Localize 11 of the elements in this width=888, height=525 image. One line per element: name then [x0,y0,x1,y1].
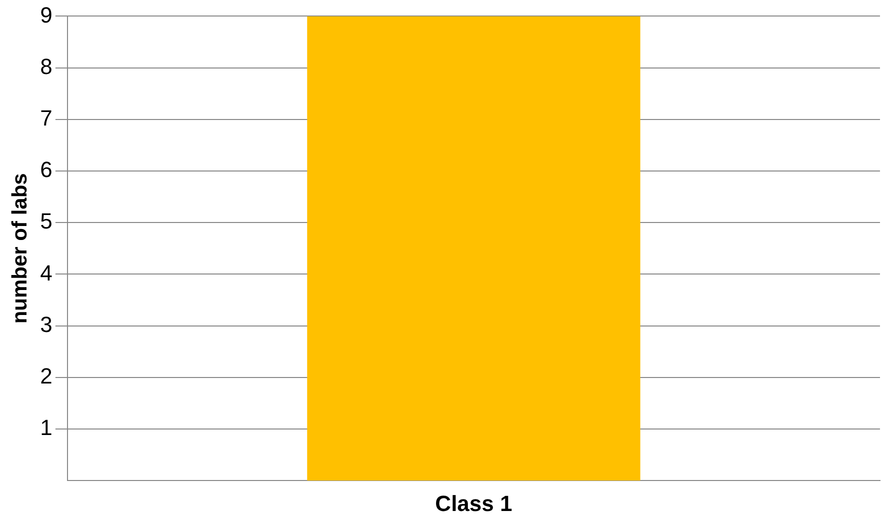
y-tick-label: 1 [40,415,52,440]
y-tick-label: 8 [40,54,52,79]
y-tick-label: 3 [40,312,52,337]
y-tick-label: 9 [40,2,52,28]
y-tick-label: 5 [40,208,52,234]
y-tick-label: 4 [40,260,52,286]
x-tick-label: Class 1 [435,490,512,516]
y-tick-label: 6 [40,157,52,182]
y-tick-label: 7 [40,105,52,130]
y-tick-label: 2 [40,363,52,388]
y-axis-title: number of labs [8,173,32,324]
